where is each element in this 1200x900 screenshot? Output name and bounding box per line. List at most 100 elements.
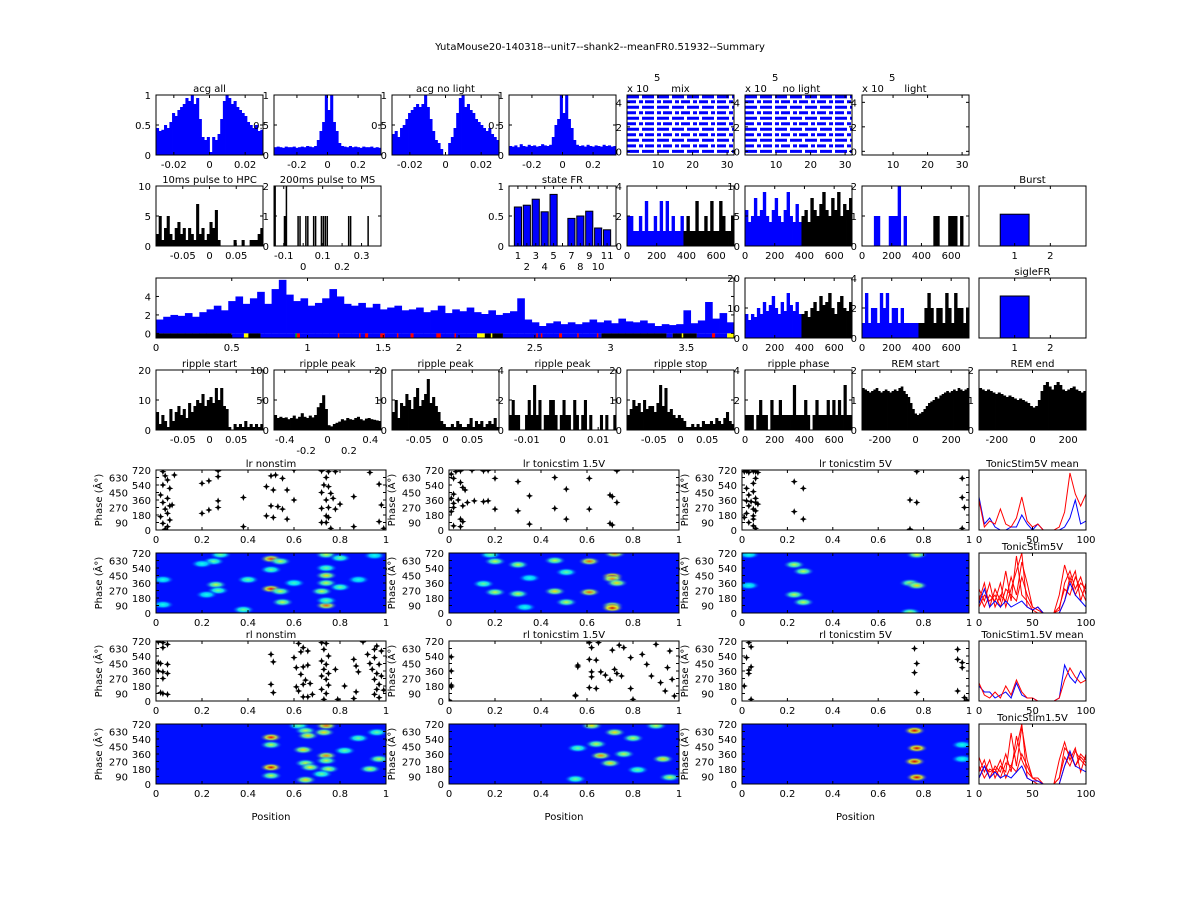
y-tick-label: 90 bbox=[408, 519, 421, 530]
bar bbox=[488, 128, 492, 155]
bar bbox=[562, 113, 566, 155]
bar bbox=[939, 308, 943, 338]
bar bbox=[172, 113, 176, 155]
scatter-point bbox=[350, 655, 358, 663]
subplot-title: rl tonicstim 1.5V bbox=[523, 630, 605, 641]
scatter-point bbox=[588, 668, 596, 676]
bar bbox=[635, 406, 639, 430]
x-tick-label: -0.05 bbox=[406, 435, 432, 446]
bar bbox=[206, 234, 210, 246]
x-tick-label: 2 bbox=[456, 343, 462, 354]
scatter-point bbox=[752, 494, 760, 502]
scatter-point bbox=[574, 663, 582, 671]
x-tick-label: 0.8 bbox=[625, 789, 641, 800]
bar bbox=[849, 198, 852, 246]
x-tick-label: 1 bbox=[966, 789, 972, 800]
y-tick-label: 270 bbox=[109, 675, 128, 686]
x-tick-label: 600 bbox=[825, 343, 844, 354]
y-tick-label: 4 bbox=[734, 366, 740, 377]
bar bbox=[287, 419, 291, 430]
bar bbox=[184, 313, 193, 334]
y-tick-label: 450 bbox=[695, 660, 714, 671]
bar bbox=[586, 144, 590, 155]
bar bbox=[338, 421, 342, 430]
bar bbox=[314, 146, 318, 155]
heatmap-hotspot bbox=[483, 556, 507, 566]
y-tick-label: 630 bbox=[109, 474, 128, 485]
x-tick-label: 0.2 bbox=[194, 706, 210, 717]
bar bbox=[241, 427, 245, 430]
scatter-point bbox=[958, 494, 966, 501]
plot-area bbox=[392, 95, 499, 155]
x-tick-label: 50 bbox=[1026, 789, 1039, 800]
bar bbox=[324, 216, 327, 246]
bar bbox=[450, 137, 454, 155]
bar bbox=[174, 412, 178, 430]
bar bbox=[421, 104, 425, 155]
bar bbox=[941, 394, 945, 430]
bar bbox=[804, 311, 808, 338]
bar bbox=[300, 413, 304, 430]
bar bbox=[303, 147, 307, 155]
scatter-point bbox=[551, 504, 559, 512]
x-tick-label: 0.4 bbox=[362, 435, 378, 446]
bar bbox=[957, 388, 961, 430]
x-tick-label: 0.6 bbox=[870, 535, 886, 546]
bar bbox=[413, 397, 417, 430]
y-tick-label: 270 bbox=[109, 587, 128, 598]
bar bbox=[375, 147, 379, 155]
x-tick-label: 11 bbox=[601, 251, 614, 262]
y-tick-label: 540 bbox=[425, 481, 444, 492]
bar bbox=[825, 210, 829, 246]
y-tick-label: 540 bbox=[132, 481, 151, 492]
series-line bbox=[979, 575, 1086, 613]
bar bbox=[185, 98, 189, 155]
bar bbox=[789, 216, 793, 246]
plot-area bbox=[274, 395, 381, 430]
y-tick-label: 90 bbox=[701, 519, 714, 530]
scatter-point bbox=[627, 654, 635, 662]
y-tick-label: 1 bbox=[145, 91, 151, 102]
bar bbox=[1077, 391, 1082, 430]
bar bbox=[963, 323, 967, 338]
bar bbox=[640, 320, 648, 334]
bar bbox=[726, 322, 734, 334]
bar bbox=[276, 418, 280, 430]
bar bbox=[912, 323, 916, 338]
bar bbox=[282, 147, 286, 155]
bar bbox=[786, 293, 790, 338]
bar bbox=[954, 216, 958, 246]
y-tick-label: 540 bbox=[132, 564, 151, 575]
scatter-point bbox=[325, 681, 332, 689]
bar bbox=[643, 400, 647, 430]
x-tick-label: 0.02 bbox=[234, 160, 256, 171]
bar bbox=[370, 146, 374, 155]
scatter-point bbox=[168, 501, 176, 509]
y-tick-label: 2 bbox=[851, 182, 857, 193]
x-tick-label: 0.2 bbox=[334, 262, 350, 273]
x-tick-label: 1 bbox=[676, 618, 682, 629]
x-tick-label: 0 bbox=[739, 706, 745, 717]
bar bbox=[780, 302, 785, 338]
y-tick-label: 630 bbox=[109, 645, 128, 656]
x-tick-label: 200 bbox=[882, 343, 901, 354]
subplot-32: 0 0.2 0.4 0.6 0.8 1090180270360450540630720Ph… bbox=[678, 549, 972, 629]
bar bbox=[712, 318, 720, 334]
bar bbox=[831, 308, 835, 338]
y-tick-label: 1 bbox=[263, 91, 269, 102]
bar bbox=[672, 415, 676, 430]
bar bbox=[307, 216, 309, 246]
state-segment bbox=[156, 333, 232, 338]
bar bbox=[1032, 407, 1036, 430]
bar bbox=[274, 147, 278, 155]
bar bbox=[343, 146, 347, 155]
series-line bbox=[979, 581, 1086, 613]
subplot-title: 200ms pulse to MS bbox=[280, 175, 375, 186]
y-tick-label: 720 bbox=[425, 637, 444, 648]
bar bbox=[424, 95, 428, 155]
x-tick-label: 200 bbox=[942, 435, 961, 446]
bar bbox=[260, 129, 263, 155]
